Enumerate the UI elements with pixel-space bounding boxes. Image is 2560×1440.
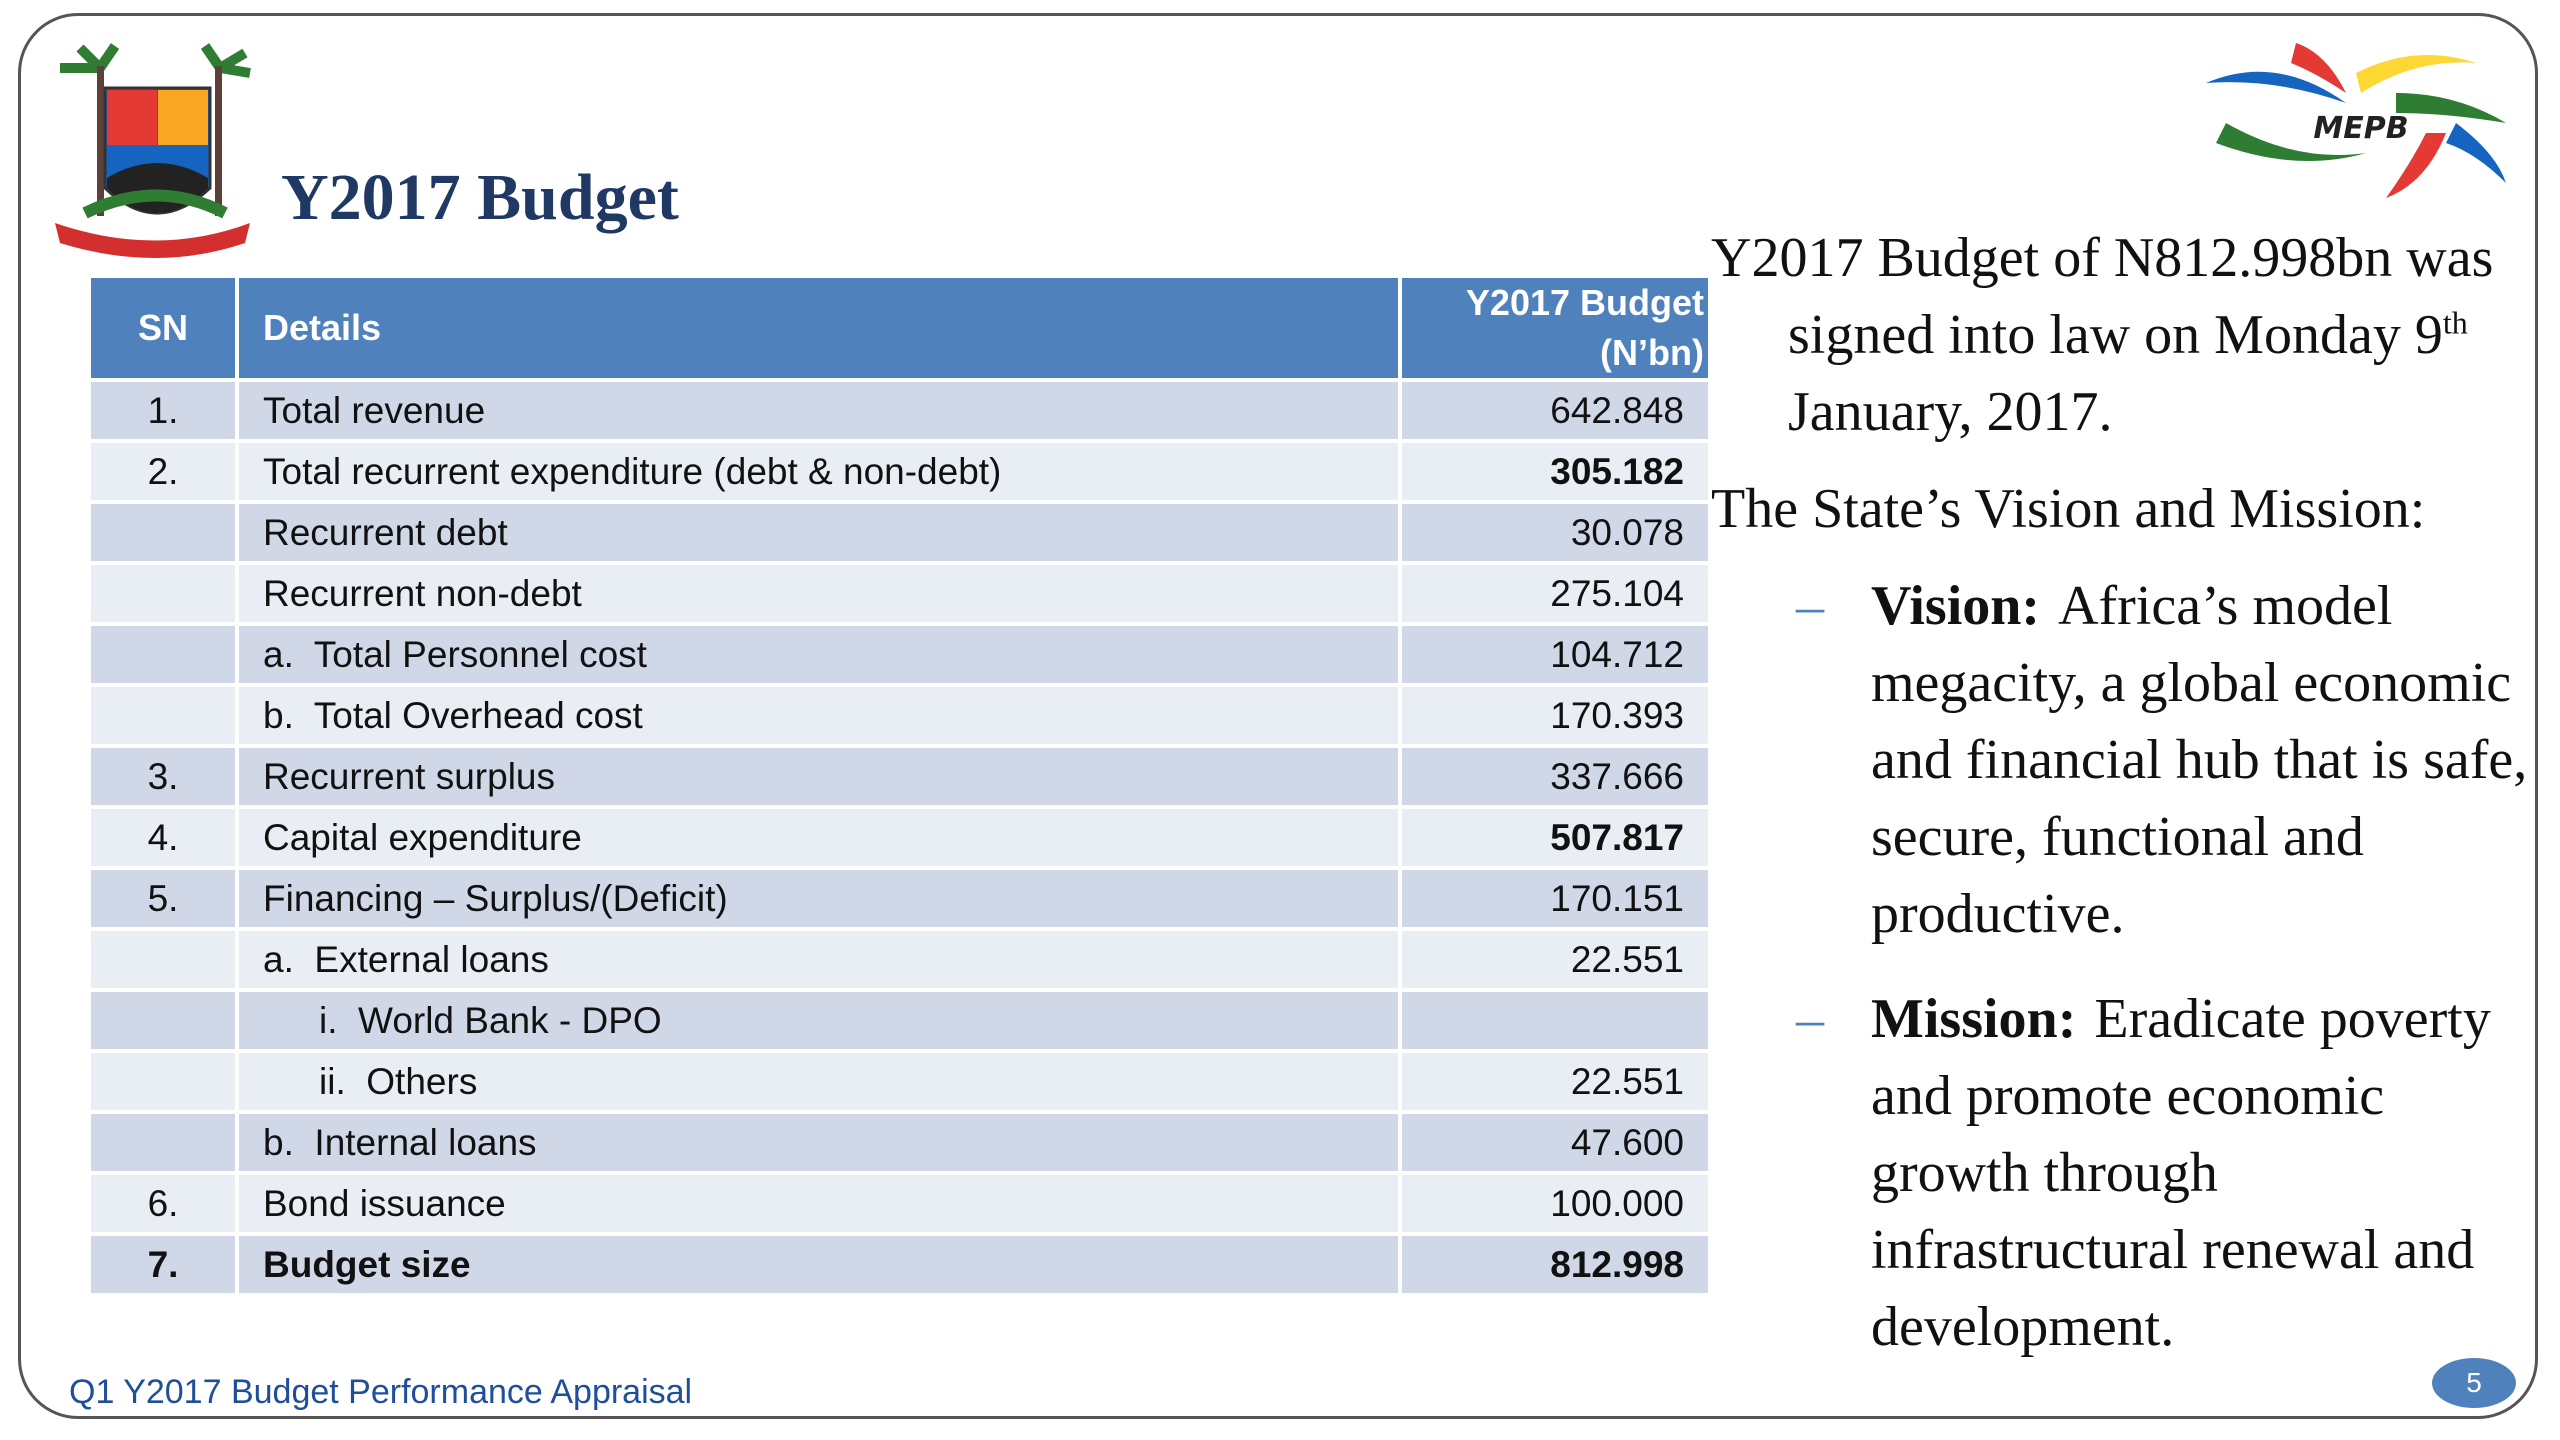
table-cell: 3. (87, 744, 239, 809)
intro-text: Y2017 Budget of N812.998bn was signed in… (1711, 227, 2494, 366)
table-cell: 642.848 (1398, 378, 1712, 443)
table-cell: Total recurrent expenditure (debt & non-… (235, 439, 1402, 504)
table-cell: 22.551 (1398, 927, 1712, 992)
slide-title: Y2017 Budget (281, 161, 679, 234)
table-cell: a. External loans (235, 927, 1402, 992)
table-row: 2. Total recurrent expenditure (debt & no… (87, 439, 1712, 504)
table-cell (87, 683, 239, 748)
table-cell: i. World Bank - DPO (235, 988, 1402, 1053)
table-cell: 104.712 (1398, 622, 1712, 687)
table-cell (1398, 988, 1712, 1053)
bullet: – Vision: Africa’s model megacity, a globa… (1711, 568, 2531, 953)
table-row: Recurrent debt 30.078 (87, 500, 1712, 565)
table-cell: 4. (87, 805, 239, 870)
table-cell: 100.000 (1398, 1171, 1712, 1236)
header-cell: SN (87, 274, 239, 382)
table-row: a. Total Personnel cost 104.712 (87, 622, 1712, 687)
intro: Y2017 Budget of N812.998bn was signed in… (1711, 220, 2531, 451)
header-row: SN Details Y2017 Budget (N’bn) (87, 274, 1712, 382)
table-cell (87, 622, 239, 687)
side-text: Y2017 Budget of N812.998bn was signed in… (1711, 220, 2531, 1394)
table-cell: 47.600 (1398, 1110, 1712, 1175)
table-cell: 5. (87, 866, 239, 931)
state-logo (55, 43, 251, 258)
table-row: ii. Others 22.551 (87, 1049, 1712, 1114)
header-cell: Details (235, 274, 1402, 382)
table-cell: Bond issuance (235, 1171, 1402, 1236)
table-row: b. Internal loans 47.600 (87, 1110, 1712, 1175)
table-cell (87, 1049, 239, 1114)
table-row: 3. Recurrent surplus 337.666 (87, 744, 1712, 809)
table-row: a. External loans 22.551 (87, 927, 1712, 992)
bullet-text: Eradicate poverty and promote economic g… (1871, 988, 2491, 1358)
bullet: – Mission: Eradicate poverty and promote e… (1711, 981, 2531, 1366)
table-cell: Capital expenditure (235, 805, 1402, 870)
table-cell (87, 500, 239, 565)
bullet-text: Africa’s model megacity, a global econom… (1871, 575, 2528, 945)
table-cell: Recurrent surplus (235, 744, 1402, 809)
table-cell: b. Total Overhead cost (235, 683, 1402, 748)
frame (18, 13, 2538, 1419)
logo-text: MEPB (2313, 111, 2408, 146)
budget-table: SN Details Y2017 Budget (N’bn) 1. Total rev… (87, 274, 1712, 1297)
header-cell: Y2017 Budget (N’bn) (1398, 274, 1712, 382)
table-cell (87, 988, 239, 1053)
table-cell (87, 927, 239, 992)
page-number: 5 (2432, 1358, 2516, 1408)
bullet-label: Vision: (1871, 575, 2041, 637)
table-row: Recurrent non-debt 275.104 (87, 561, 1712, 626)
table-cell: Recurrent non-debt (235, 561, 1402, 626)
table-row: 7. Budget size 812.998 (87, 1232, 1712, 1297)
table-row: b. Total Overhead cost 170.393 (87, 683, 1712, 748)
table-row: 5. Financing – Surplus/(Deficit) 170.151 (87, 866, 1712, 931)
table-row: 1. Total revenue 642.848 (87, 378, 1712, 443)
table-row: 4. Capital expenditure 507.817 (87, 805, 1712, 870)
table-cell: 1. (87, 378, 239, 443)
table-cell: 7. (87, 1232, 239, 1297)
table-cell: ii. Others (235, 1049, 1402, 1114)
table-cell: 507.817 (1398, 805, 1712, 870)
table-cell: 170.151 (1398, 866, 1712, 931)
intro-text: January, 2017. (1788, 381, 2113, 443)
table-cell: 305.182 (1398, 439, 1712, 504)
lead: The State’s Vision and Mission: (1711, 478, 2426, 540)
bullet-dash: – (1796, 575, 1824, 637)
table-row: i. World Bank - DPO (87, 988, 1712, 1053)
table-cell: Total revenue (235, 378, 1402, 443)
table-row: 6. Bond issuance 100.000 (87, 1171, 1712, 1236)
table-cell: 22.551 (1398, 1049, 1712, 1114)
table-cell: Recurrent debt (235, 500, 1402, 565)
bullet-label: Mission: (1871, 988, 2077, 1050)
table-cell: 6. (87, 1171, 239, 1236)
table-cell: 30.078 (1398, 500, 1712, 565)
table-cell: 812.998 (1398, 1232, 1712, 1297)
table-cell: 275.104 (1398, 561, 1712, 626)
superscript: th (2442, 304, 2468, 341)
table-cell: a. Total Personnel cost (235, 622, 1402, 687)
table-cell: 170.393 (1398, 683, 1712, 748)
table-cell: Financing – Surplus/(Deficit) (235, 866, 1402, 931)
table-cell: Budget size (235, 1232, 1402, 1297)
table-cell: 337.666 (1398, 744, 1712, 809)
mepb-logo: MEPB (2206, 43, 2506, 198)
bullet-dash: – (1796, 988, 1824, 1050)
table-cell (87, 1110, 239, 1175)
footer: Q1 Y2017 Budget Performance Appraisal (69, 1373, 693, 1411)
table-cell: 2. (87, 439, 239, 504)
table-cell: b. Internal loans (235, 1110, 1402, 1175)
table-cell (87, 561, 239, 626)
